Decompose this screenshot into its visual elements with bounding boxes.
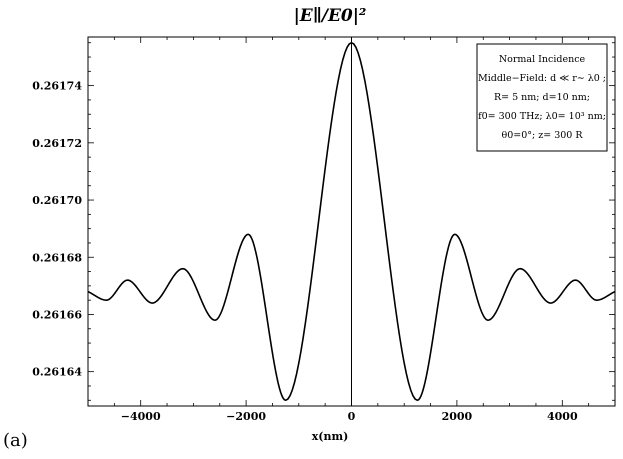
annotation-box: Normal Incidence Middle−Field: d ≪ r∼ λ0 … [476, 43, 608, 152]
annotation-line: θ0=0°; z= 300 R [501, 130, 583, 141]
plot-area: −4000 −2000 0 2000 4000 0.26164 0.26166 0.26168… [32, 36, 616, 423]
x-tick-label: 4000 [547, 410, 578, 423]
x-tick-label: −4000 [121, 410, 161, 423]
y-tick-label: 0.26164 [32, 366, 82, 379]
annotation-line: Middle−Field: d ≪ r∼ λ0 ; [478, 73, 606, 84]
annotation-box-frame [476, 43, 608, 152]
series-line [87, 41, 616, 402]
chart-title: |E∥/E0|² [294, 6, 367, 26]
annotation-line: f0= 300 THz; λ0= 10³ nm; [478, 111, 606, 122]
panel-label: (a) [3, 430, 28, 451]
annotation-line: R= 5 nm; d=10 nm; [494, 92, 590, 103]
x-axis-label: x(nm) [312, 430, 349, 443]
x-tick-label: −2000 [226, 410, 266, 423]
annotation-line: Normal Incidence [499, 54, 586, 65]
y-tick-label: 0.26172 [32, 137, 82, 150]
y-tick-label: 0.26168 [32, 251, 82, 264]
x-tick-label: 2000 [442, 410, 473, 423]
y-tick-label: 0.26170 [32, 194, 82, 207]
x-tick-label: 0 [348, 410, 356, 423]
y-tick-label: 0.26166 [32, 308, 82, 321]
y-tick-label: 0.26174 [32, 80, 82, 93]
